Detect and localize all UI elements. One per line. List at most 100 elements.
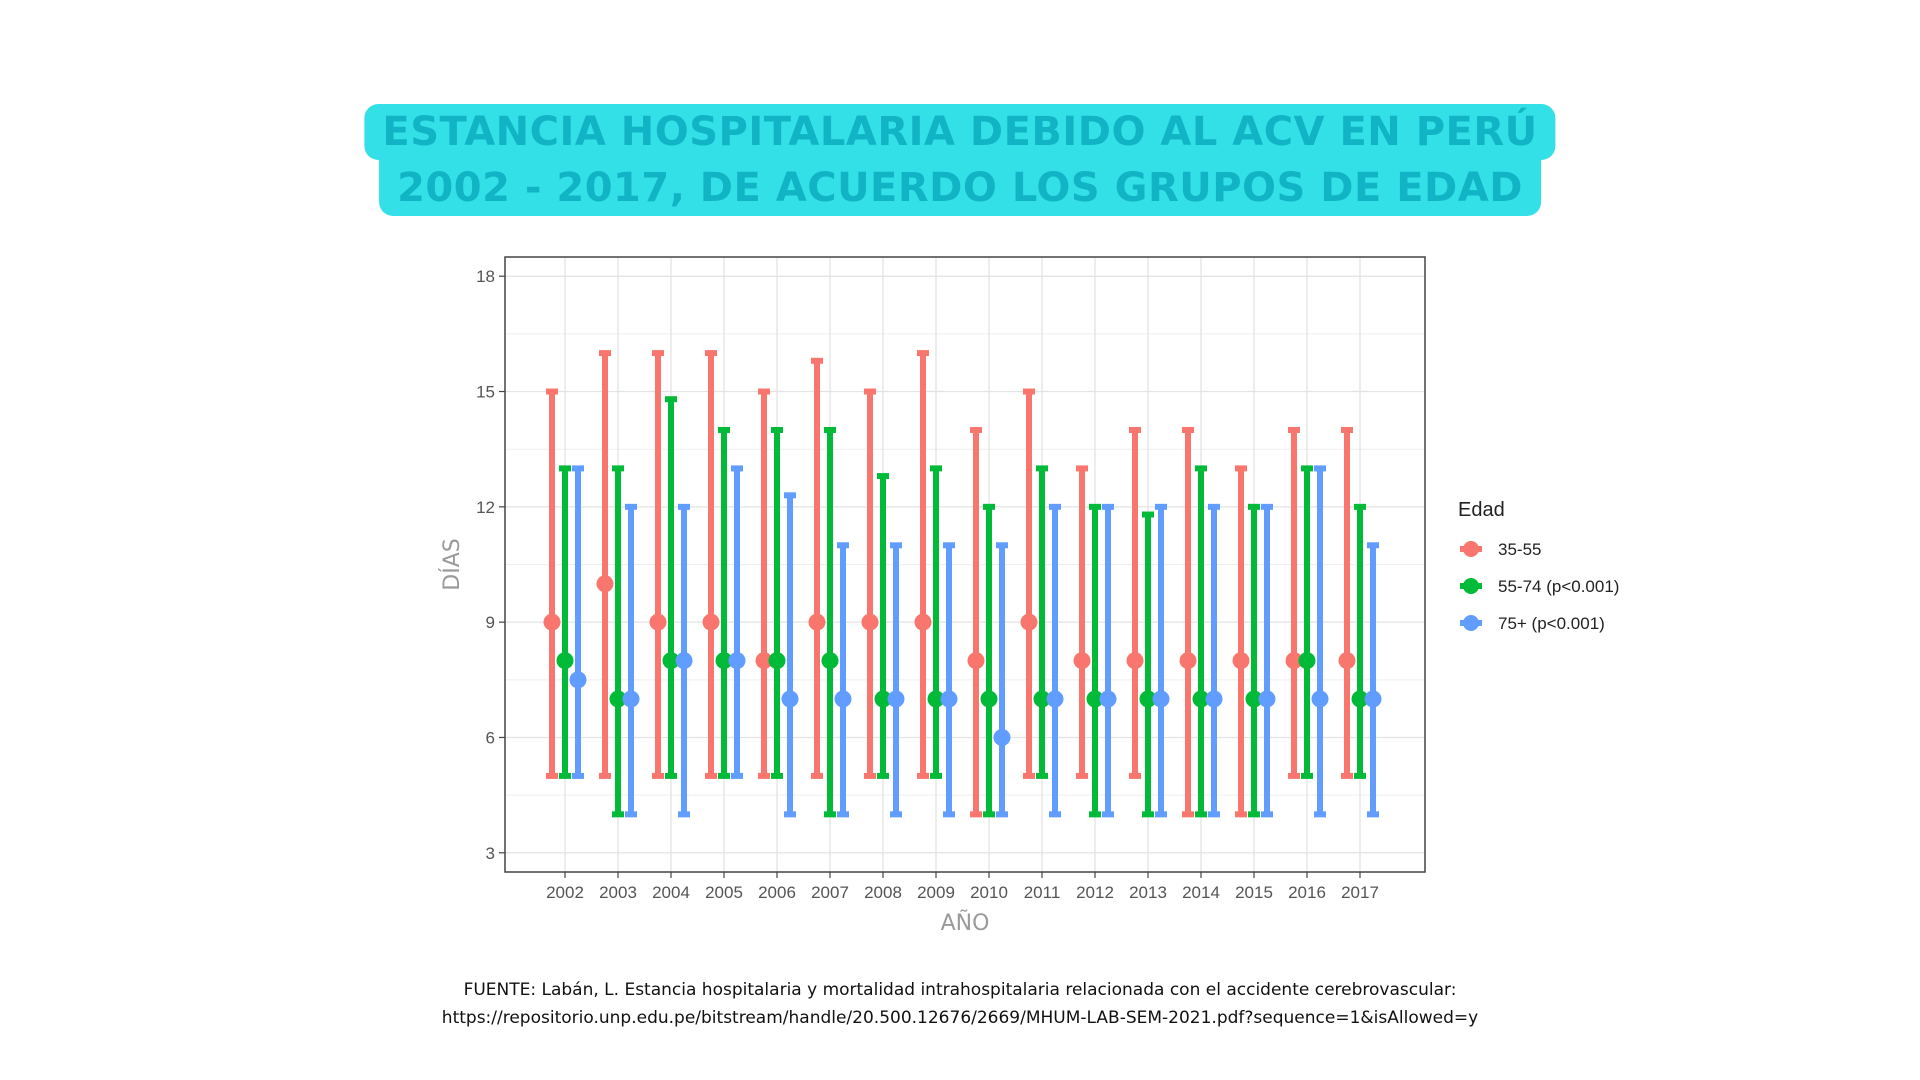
chart-title-line-2: 2002 - 2017, DE ACUERDO LOS GRUPOS DE ED… (379, 160, 1541, 216)
x-tick-label: 2003 (599, 883, 637, 902)
series-1-errorbar-2013 (1126, 426, 1144, 779)
series-2-point (1298, 652, 1316, 670)
series-3-point (1046, 690, 1064, 708)
series-3-point (993, 728, 1011, 746)
series-2-point (1192, 690, 1210, 708)
series-1-errorbar-2014 (1179, 426, 1197, 818)
series-2-point (1245, 690, 1263, 708)
x-tick-label: 2013 (1129, 883, 1167, 902)
series-1-point (702, 613, 720, 631)
legend-key-point (1463, 541, 1479, 557)
series-1-errorbar-2015 (1232, 465, 1250, 818)
series-3-errorbar-2014 (1205, 503, 1223, 818)
series-2-errorbar-2009 (927, 465, 945, 779)
series-2-point (927, 690, 945, 708)
series-1-errorbar-2010 (967, 426, 985, 818)
x-tick-label: 2010 (970, 883, 1008, 902)
series-2-point (980, 690, 998, 708)
series-3-errorbar-2003 (622, 503, 640, 818)
series-2-point (1351, 690, 1369, 708)
series-2-point (1139, 690, 1157, 708)
series-1-errorbar-2005 (702, 350, 720, 779)
series-3-point (1152, 690, 1170, 708)
series-3-errorbar-2015 (1258, 503, 1276, 818)
series-2-errorbar-2010 (980, 503, 998, 818)
series-1-point (649, 613, 667, 631)
series-1-errorbar-2008 (861, 388, 879, 779)
series-3-errorbar-2008 (887, 542, 905, 818)
series-1-errorbar-2004 (649, 350, 667, 779)
series-1-point (1232, 652, 1250, 670)
series-3-point (1099, 690, 1117, 708)
series-3-errorbar-2002 (569, 465, 587, 779)
series-1-point (596, 575, 614, 593)
y-tick-label: 9 (486, 613, 495, 632)
series-1-point (1179, 652, 1197, 670)
x-axis-label: AÑO (941, 909, 990, 936)
series-1-errorbar-2006 (755, 388, 773, 779)
series-2-point (556, 652, 574, 670)
series-2-errorbar-2006 (768, 426, 786, 779)
series-3-point (569, 671, 587, 689)
legend-key-point (1463, 578, 1479, 594)
series-1-point (1020, 613, 1038, 631)
x-tick-label: 2016 (1288, 883, 1326, 902)
series-1-errorbar-2016 (1285, 426, 1303, 779)
series-2-errorbar-2016 (1298, 465, 1316, 779)
series-1-point (808, 613, 826, 631)
series-3-errorbar-2013 (1152, 503, 1170, 818)
series-2-errorbar-2013 (1139, 511, 1157, 818)
y-axis-label: DÍAS (439, 538, 465, 590)
series-3-errorbar-2007 (834, 542, 852, 818)
series-1-point (1285, 652, 1303, 670)
y-tick-label: 15 (476, 383, 495, 402)
series-2-point (662, 652, 680, 670)
series-2-errorbar-2015 (1245, 503, 1263, 818)
series-3-point (834, 690, 852, 708)
series-3-errorbar-2004 (675, 503, 693, 818)
series-1-errorbar-2002 (543, 388, 561, 779)
y-tick-label: 3 (486, 844, 495, 863)
series-3-errorbar-2005 (728, 465, 746, 779)
x-tick-label: 2009 (917, 883, 955, 902)
plot-panel-border (504, 256, 1426, 873)
series-3-errorbar-2011 (1046, 503, 1064, 818)
x-tick-label: 2008 (864, 883, 902, 902)
series-1-point (1073, 652, 1091, 670)
legend-item-2: 55-74 (p<0.001) (1460, 577, 1619, 596)
series-3-point (1311, 690, 1329, 708)
series-3-point (1258, 690, 1276, 708)
x-tick-label: 2005 (705, 883, 743, 902)
series-2-point (715, 652, 733, 670)
series-2-errorbar-2007 (821, 426, 839, 818)
x-axis: 2002 2003 2004 2005 2006 2007 2008 2009 2010 2011… (546, 872, 1379, 902)
series-3-point (887, 690, 905, 708)
x-tick-label: 2006 (758, 883, 796, 902)
series-3-point (728, 652, 746, 670)
chart-title-line-1: ESTANCIA HOSPITALARIA DEBIDO AL ACV EN P… (364, 104, 1556, 160)
grid (505, 257, 1425, 872)
series-2-errorbar-2002 (556, 465, 574, 779)
series-2-point (1086, 690, 1104, 708)
source-url[interactable]: https://repositorio.unp.edu.pe/bitstream… (441, 1008, 1479, 1028)
series-3-errorbar-2016 (1311, 465, 1329, 818)
series-1-point (1338, 652, 1356, 670)
legend-label: 75+ (p<0.001) (1498, 614, 1605, 633)
series-1-point (755, 652, 773, 670)
series-3-point (781, 690, 799, 708)
series-3-point (940, 690, 958, 708)
series-2-point (609, 690, 627, 708)
series-2-errorbar-2008 (874, 473, 892, 779)
legend-label: 35-55 (1498, 540, 1541, 559)
series-1-errorbar-2009 (914, 350, 932, 779)
series-1-errorbar-2011 (1020, 388, 1038, 779)
series-2-errorbar-2005 (715, 426, 733, 779)
series-2-point (768, 652, 786, 670)
series-2-errorbar-2004 (662, 396, 680, 779)
series-2-errorbar-2011 (1033, 465, 1051, 779)
legend-key-point (1463, 615, 1479, 631)
legend-item-3: 75+ (p<0.001) (1460, 614, 1605, 633)
series-3-errorbar-2006 (781, 492, 799, 818)
y-axis: 3 6 9 12 15 18 (476, 267, 505, 863)
y-tick-label: 12 (476, 498, 495, 517)
